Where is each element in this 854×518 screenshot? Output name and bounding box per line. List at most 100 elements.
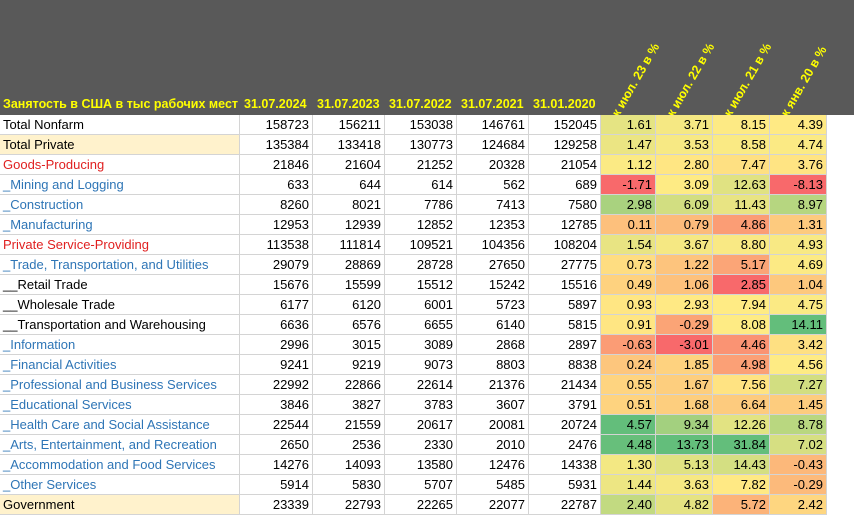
value-cell: 644: [313, 175, 385, 195]
value-cell: 2650: [240, 435, 313, 455]
percent-cell: -0.29: [656, 315, 713, 335]
value-cell: 5931: [529, 475, 601, 495]
value-cell: 21434: [529, 375, 601, 395]
value-cell: 23339: [240, 495, 313, 515]
value-cell: 6140: [457, 315, 529, 335]
percent-cell: 4.48: [601, 435, 656, 455]
column-header: 31.07.2021: [461, 97, 524, 111]
value-cell: 6177: [240, 295, 313, 315]
value-cell: 15516: [529, 275, 601, 295]
value-cell: 2868: [457, 335, 529, 355]
percent-cell: 4.56: [770, 355, 827, 375]
value-cell: 21376: [457, 375, 529, 395]
value-cell: 6655: [385, 315, 457, 335]
value-cell: 5830: [313, 475, 385, 495]
value-cell: 104356: [457, 235, 529, 255]
column-header: к июл. 21 в %: [721, 40, 775, 119]
value-cell: 5707: [385, 475, 457, 495]
percent-cell: 1.31: [770, 215, 827, 235]
value-cell: 8838: [529, 355, 601, 375]
value-cell: 7413: [457, 195, 529, 215]
percent-cell: 4.75: [770, 295, 827, 315]
header-band: Занятость в США в тыс рабочих мест 31.07…: [0, 0, 854, 119]
percent-cell: 1.12: [601, 155, 656, 175]
value-cell: 2330: [385, 435, 457, 455]
percent-cell: 2.98: [601, 195, 656, 215]
value-cell: 5897: [529, 295, 601, 315]
row-label: Goods-Producing: [0, 155, 240, 175]
value-cell: 22544: [240, 415, 313, 435]
percent-cell: 9.34: [656, 415, 713, 435]
row-label: Total Private: [0, 135, 240, 155]
percent-cell: 2.40: [601, 495, 656, 515]
percent-cell: 11.43: [713, 195, 770, 215]
row-label: __Retail Trade: [0, 275, 240, 295]
row-label: _Accommodation and Food Services: [0, 455, 240, 475]
column-header: 31.07.2022: [389, 97, 452, 111]
percent-cell: 1.68: [656, 395, 713, 415]
percent-cell: 2.80: [656, 155, 713, 175]
percent-cell: 0.24: [601, 355, 656, 375]
percent-cell: 12.26: [713, 415, 770, 435]
value-cell: 5485: [457, 475, 529, 495]
value-cell: 12353: [457, 215, 529, 235]
percent-cell: 8.97: [770, 195, 827, 215]
value-cell: 2010: [457, 435, 529, 455]
value-cell: 6636: [240, 315, 313, 335]
percent-cell: 7.47: [713, 155, 770, 175]
value-cell: 3783: [385, 395, 457, 415]
column-header: к янв. 20 в %: [778, 43, 830, 119]
percent-cell: 3.09: [656, 175, 713, 195]
value-cell: 21559: [313, 415, 385, 435]
percent-cell: 1.44: [601, 475, 656, 495]
value-cell: 153038: [385, 115, 457, 135]
percent-cell: 8.78: [770, 415, 827, 435]
value-cell: 9219: [313, 355, 385, 375]
percent-cell: 4.82: [656, 495, 713, 515]
value-cell: 22793: [313, 495, 385, 515]
percent-cell: 4.93: [770, 235, 827, 255]
percent-cell: 7.56: [713, 375, 770, 395]
value-cell: 113538: [240, 235, 313, 255]
percent-cell: 14.43: [713, 455, 770, 475]
value-cell: 27775: [529, 255, 601, 275]
value-cell: 20328: [457, 155, 529, 175]
percent-cell: 1.45: [770, 395, 827, 415]
percent-cell: 3.67: [656, 235, 713, 255]
percent-cell: -0.63: [601, 335, 656, 355]
row-label: _Trade, Transportation, and Utilities: [0, 255, 240, 275]
percent-cell: 31.84: [713, 435, 770, 455]
value-cell: 152045: [529, 115, 601, 135]
percent-cell: 0.49: [601, 275, 656, 295]
value-cell: 8260: [240, 195, 313, 215]
percent-cell: -1.71: [601, 175, 656, 195]
row-label: _Mining and Logging: [0, 175, 240, 195]
percent-cell: 2.93: [656, 295, 713, 315]
value-cell: 5914: [240, 475, 313, 495]
value-cell: 562: [457, 175, 529, 195]
row-label: _Financial Activities: [0, 355, 240, 375]
value-cell: 15599: [313, 275, 385, 295]
row-label: _Health Care and Social Assistance: [0, 415, 240, 435]
value-cell: 7580: [529, 195, 601, 215]
value-cell: 22992: [240, 375, 313, 395]
value-cell: 6001: [385, 295, 457, 315]
value-cell: 109521: [385, 235, 457, 255]
value-cell: 20081: [457, 415, 529, 435]
value-cell: 22614: [385, 375, 457, 395]
percent-cell: 8.80: [713, 235, 770, 255]
percent-cell: 4.86: [713, 215, 770, 235]
value-cell: 3791: [529, 395, 601, 415]
row-label: Private Service-Providing: [0, 235, 240, 255]
percent-cell: 7.82: [713, 475, 770, 495]
percent-cell: 8.58: [713, 135, 770, 155]
percent-cell: 6.09: [656, 195, 713, 215]
value-cell: 21604: [313, 155, 385, 175]
percent-cell: 7.94: [713, 295, 770, 315]
row-label: _Construction: [0, 195, 240, 215]
value-cell: 12939: [313, 215, 385, 235]
value-cell: 28728: [385, 255, 457, 275]
value-cell: 21252: [385, 155, 457, 175]
percent-cell: 3.71: [656, 115, 713, 135]
percent-cell: 3.76: [770, 155, 827, 175]
